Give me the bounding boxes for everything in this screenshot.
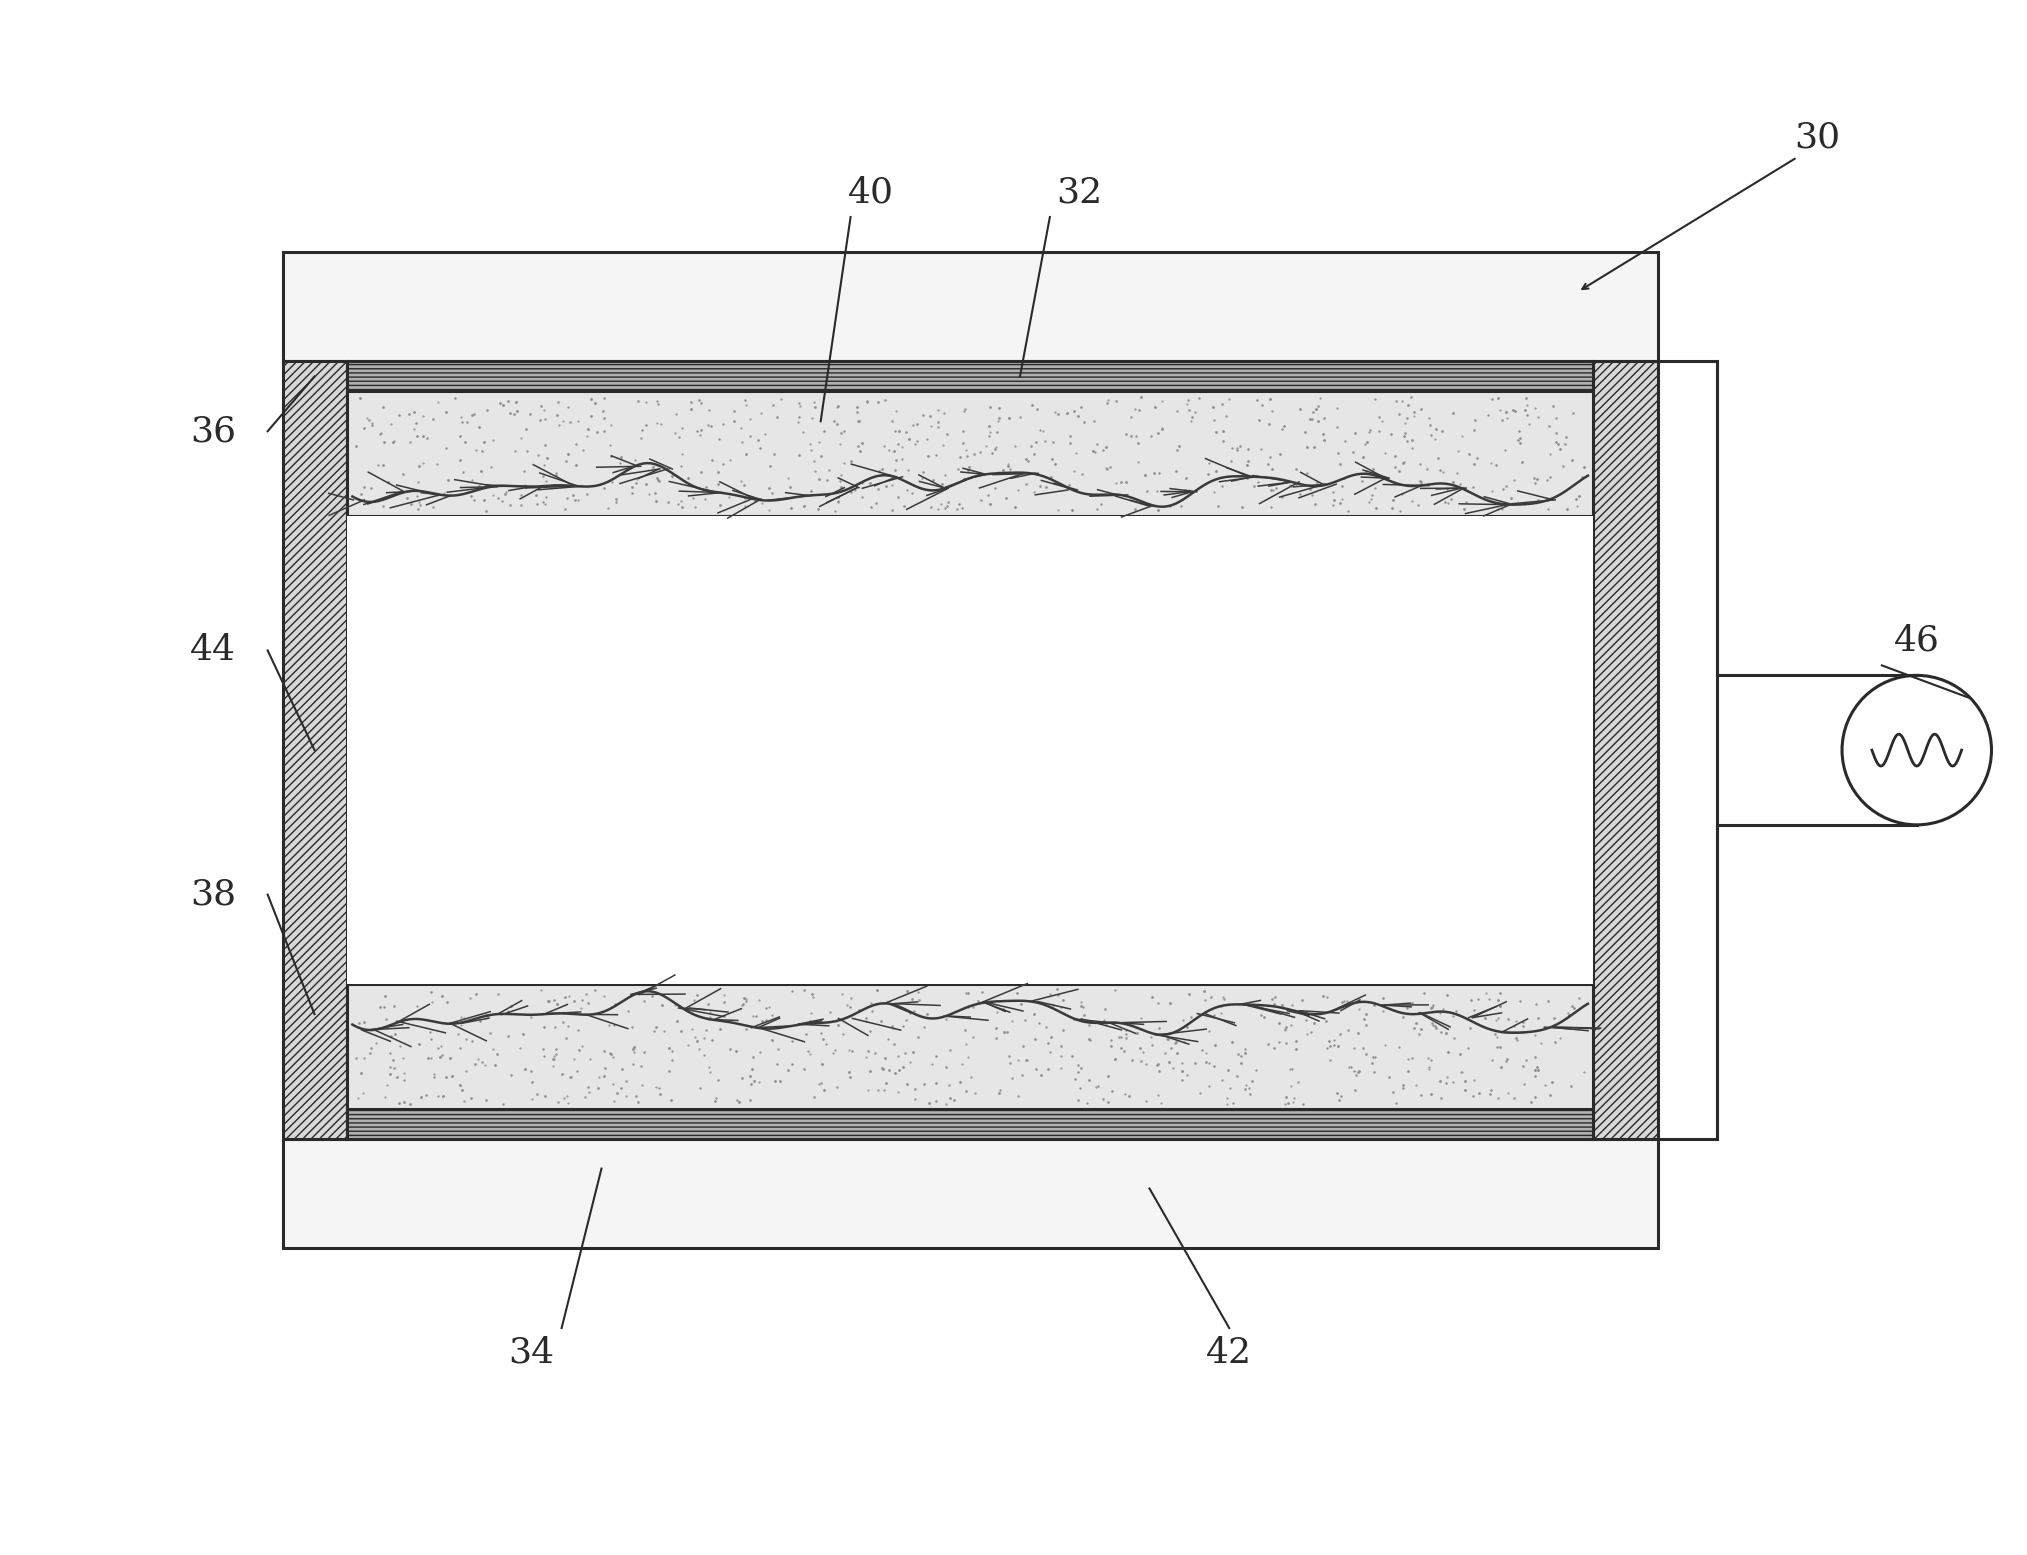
Text: 44: 44 — [191, 633, 235, 667]
Text: 38: 38 — [191, 877, 235, 911]
Polygon shape — [347, 392, 1593, 516]
Text: 32: 32 — [1056, 176, 1103, 208]
Text: 34: 34 — [509, 1336, 555, 1370]
Polygon shape — [347, 1109, 1593, 1138]
Text: 30: 30 — [1794, 120, 1841, 154]
Polygon shape — [282, 361, 347, 1138]
Polygon shape — [282, 1138, 1658, 1249]
Text: 46: 46 — [1893, 624, 1940, 658]
Text: 36: 36 — [191, 414, 235, 448]
Polygon shape — [347, 984, 1593, 1109]
Polygon shape — [1658, 361, 1717, 1138]
Polygon shape — [1593, 361, 1658, 1138]
Polygon shape — [282, 252, 1658, 361]
Text: 42: 42 — [1206, 1336, 1253, 1370]
Polygon shape — [347, 361, 1593, 392]
Text: 40: 40 — [847, 176, 894, 208]
Polygon shape — [347, 516, 1593, 984]
